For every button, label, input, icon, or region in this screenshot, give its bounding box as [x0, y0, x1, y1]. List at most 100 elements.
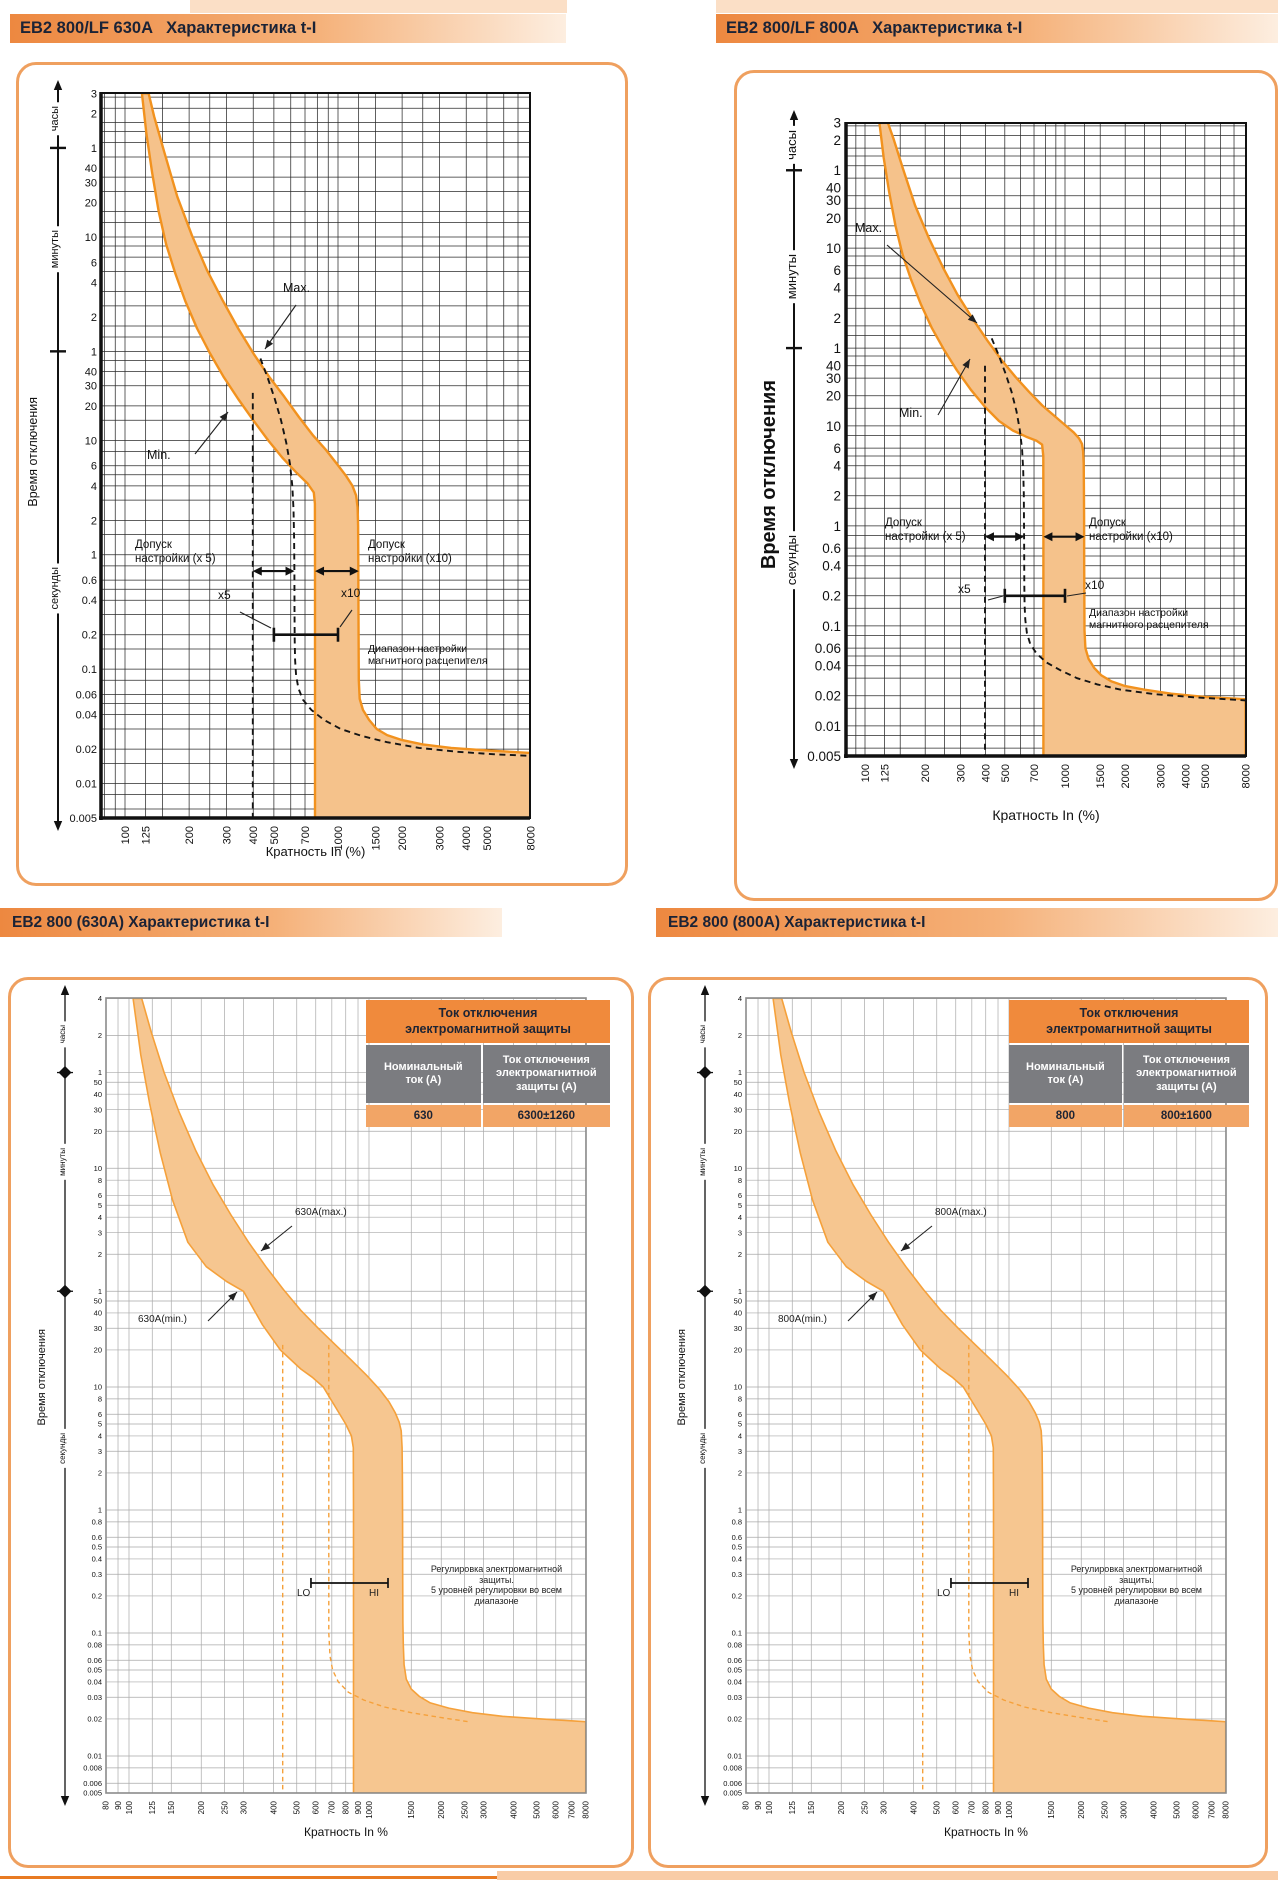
- svg-text:2500: 2500: [1100, 1800, 1109, 1818]
- svg-text:8000: 8000: [1241, 764, 1253, 788]
- footer-bar: [497, 1871, 1278, 1880]
- min-curve-label: Min.: [899, 406, 923, 420]
- tolerance-x10-label: Допуск настройки (x10): [368, 539, 452, 565]
- svg-text:30: 30: [826, 193, 841, 208]
- tolerance-x10-label: Допуск настройки (x10): [1089, 517, 1173, 543]
- svg-text:125: 125: [148, 1800, 157, 1814]
- svg-text:10: 10: [85, 232, 97, 244]
- svg-text:1: 1: [833, 519, 841, 534]
- svg-text:30: 30: [85, 381, 97, 393]
- svg-text:40: 40: [94, 1309, 102, 1318]
- y-axis-title: Время отключения: [676, 1328, 688, 1426]
- svg-text:40: 40: [826, 181, 841, 196]
- svg-text:1: 1: [833, 341, 841, 356]
- svg-text:1: 1: [98, 1287, 102, 1296]
- header-strip-right: [716, 0, 1278, 13]
- svg-text:1: 1: [738, 1287, 742, 1296]
- svg-text:10: 10: [94, 1383, 102, 1392]
- svg-text:3000: 3000: [1119, 1800, 1128, 1818]
- magnetic-range-label: Диапазон настройки магнитного расцепител…: [368, 643, 488, 668]
- y-unit-label: часы: [49, 102, 62, 136]
- section-title-text: EB2 800 (630А) Характеристика t-I: [12, 913, 270, 931]
- svg-text:0.008: 0.008: [723, 1764, 742, 1773]
- svg-text:0.3: 0.3: [732, 1570, 742, 1579]
- svg-text:3: 3: [738, 1447, 742, 1456]
- svg-text:40: 40: [85, 366, 97, 378]
- chart-panel-630: 4 2 1 50 40 30 20 10 8 6 5 4 3 2 1 50 40 30 20 10 8 6 5 4 3 2 1 0.8…: [8, 977, 634, 1868]
- svg-text:20: 20: [85, 197, 97, 209]
- svg-text:0.005: 0.005: [69, 813, 97, 825]
- svg-text:0.03: 0.03: [727, 1693, 742, 1702]
- max-curve-label: Max.: [283, 281, 311, 295]
- svg-text:0.3: 0.3: [92, 1570, 102, 1579]
- svg-text:2: 2: [91, 312, 97, 324]
- svg-text:4000: 4000: [1149, 1800, 1158, 1818]
- svg-text:0.02: 0.02: [76, 744, 97, 756]
- svg-text:6: 6: [91, 257, 97, 269]
- svg-text:2000: 2000: [1077, 1800, 1086, 1818]
- svg-text:0.2: 0.2: [82, 630, 97, 642]
- svg-text:1000: 1000: [365, 1800, 374, 1818]
- table-col-nominal: Номинальный ток (А): [1009, 1045, 1122, 1104]
- svg-text:8: 8: [98, 1176, 102, 1185]
- svg-text:1500: 1500: [1095, 764, 1107, 788]
- hi-label: HI: [1009, 1588, 1019, 1599]
- svg-text:50: 50: [734, 1297, 742, 1306]
- svg-text:30: 30: [94, 1324, 102, 1333]
- svg-text:8: 8: [738, 1395, 742, 1404]
- svg-text:0.05: 0.05: [727, 1666, 742, 1675]
- svg-text:4: 4: [98, 1432, 102, 1441]
- svg-text:1: 1: [738, 1506, 742, 1515]
- table-value-nominal: 800: [1009, 1105, 1122, 1128]
- tolerance-x5-label: Допуск настройки (x 5): [885, 517, 966, 543]
- svg-text:2: 2: [98, 1250, 102, 1259]
- svg-text:0.05: 0.05: [87, 1666, 102, 1675]
- svg-text:4: 4: [833, 281, 841, 296]
- svg-text:5: 5: [98, 1420, 102, 1429]
- svg-text:200: 200: [197, 1800, 206, 1814]
- svg-text:2: 2: [98, 1469, 102, 1478]
- svg-text:400: 400: [980, 764, 992, 782]
- trip-curve-chart-630lf: 3 2 1 40 30 20 10 6 4 2 1 40 30 20 10 6 4 2 1 0.6 0.4 0.2 0.1 0…: [50, 80, 537, 859]
- svg-text:0.03: 0.03: [87, 1693, 102, 1702]
- svg-text:2: 2: [738, 1250, 742, 1259]
- svg-text:0.01: 0.01: [727, 1752, 742, 1761]
- svg-text:0.005: 0.005: [83, 1789, 102, 1798]
- svg-text:0.008: 0.008: [83, 1764, 102, 1773]
- y-unit-label: часы: [58, 1021, 68, 1048]
- svg-text:150: 150: [807, 1800, 816, 1814]
- svg-text:5000: 5000: [1200, 764, 1212, 788]
- y-unit-label: секунды: [49, 563, 62, 614]
- svg-text:30: 30: [826, 371, 841, 386]
- svg-text:100: 100: [125, 1800, 134, 1814]
- svg-text:0.1: 0.1: [82, 664, 97, 676]
- svg-text:80: 80: [102, 1800, 111, 1809]
- section-title-text: EB2 800/LF 800A Характеристика t-I: [726, 19, 1023, 37]
- svg-text:300: 300: [955, 764, 967, 782]
- svg-text:5000: 5000: [482, 826, 494, 850]
- svg-text:4: 4: [833, 459, 841, 474]
- svg-text:90: 90: [114, 1800, 123, 1809]
- svg-text:100: 100: [765, 1800, 774, 1814]
- svg-text:1000: 1000: [333, 826, 345, 850]
- svg-text:Кратность In (%): Кратность In (%): [992, 807, 1099, 823]
- svg-text:8000: 8000: [525, 826, 537, 850]
- svg-text:0.06: 0.06: [727, 1656, 742, 1665]
- svg-text:4: 4: [98, 1213, 102, 1222]
- svg-text:10: 10: [94, 1164, 102, 1173]
- svg-text:2000: 2000: [397, 826, 409, 850]
- svg-text:1: 1: [91, 550, 97, 562]
- svg-text:600: 600: [312, 1800, 321, 1814]
- magnetic-trip-table: Ток отключения электромагнитной защиты Н…: [1009, 1000, 1249, 1128]
- svg-text:250: 250: [220, 1800, 229, 1814]
- svg-text:5: 5: [738, 1420, 742, 1429]
- svg-text:0.08: 0.08: [727, 1641, 742, 1650]
- svg-text:5000: 5000: [1173, 1800, 1182, 1818]
- svg-text:80: 80: [742, 1800, 751, 1809]
- svg-text:3: 3: [738, 1228, 742, 1237]
- svg-text:0.01: 0.01: [76, 779, 97, 791]
- svg-text:0.02: 0.02: [815, 689, 841, 704]
- svg-text:500: 500: [933, 1800, 942, 1814]
- svg-text:10: 10: [734, 1164, 742, 1173]
- svg-text:50: 50: [734, 1078, 742, 1087]
